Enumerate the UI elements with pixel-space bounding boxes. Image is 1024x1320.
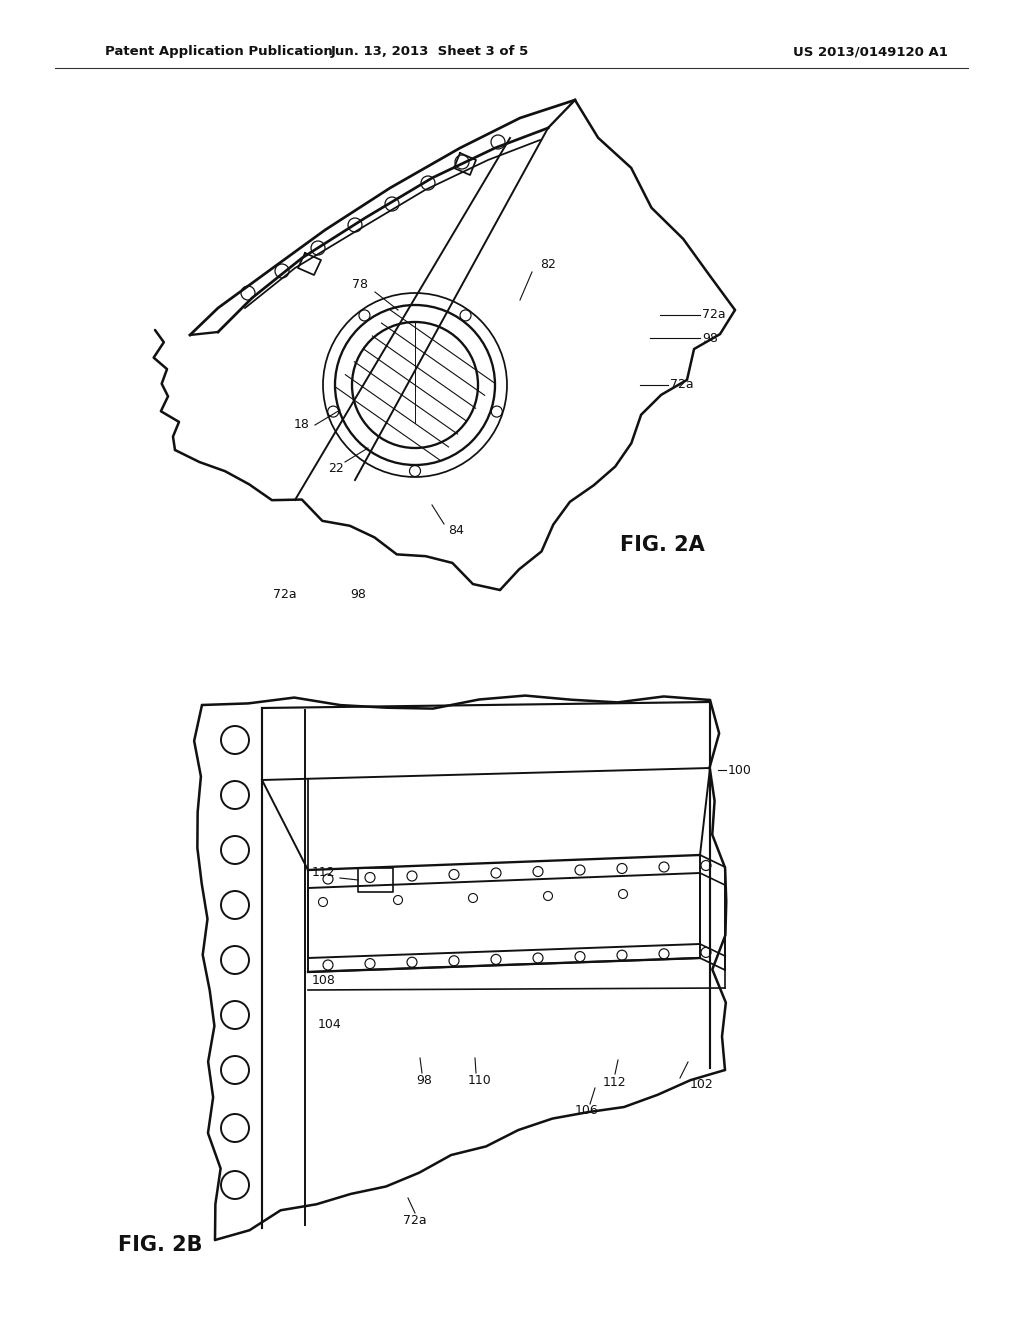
Text: 104: 104 xyxy=(318,1019,342,1031)
Text: 72a: 72a xyxy=(273,589,297,602)
Text: US 2013/0149120 A1: US 2013/0149120 A1 xyxy=(793,45,947,58)
Text: 108: 108 xyxy=(312,974,336,986)
Text: 98: 98 xyxy=(702,331,718,345)
Text: 22: 22 xyxy=(328,462,344,474)
Text: Patent Application Publication: Patent Application Publication xyxy=(105,45,333,58)
Text: 82: 82 xyxy=(540,259,556,272)
Text: 72a: 72a xyxy=(670,379,693,392)
Text: 18: 18 xyxy=(294,418,310,432)
Text: FIG. 2A: FIG. 2A xyxy=(620,535,705,554)
Text: 98: 98 xyxy=(350,589,366,602)
Text: 106: 106 xyxy=(575,1104,599,1117)
Text: 100: 100 xyxy=(728,763,752,776)
Text: Jun. 13, 2013  Sheet 3 of 5: Jun. 13, 2013 Sheet 3 of 5 xyxy=(331,45,529,58)
Text: 102: 102 xyxy=(690,1078,714,1092)
Text: FIG. 2B: FIG. 2B xyxy=(118,1236,203,1255)
Text: 84: 84 xyxy=(449,524,464,536)
Text: 98: 98 xyxy=(416,1073,432,1086)
Text: 110: 110 xyxy=(468,1073,492,1086)
Text: 72a: 72a xyxy=(403,1213,427,1226)
Text: 112: 112 xyxy=(603,1076,627,1089)
Text: 72a: 72a xyxy=(702,309,726,322)
Text: 78: 78 xyxy=(352,279,368,292)
Text: 112: 112 xyxy=(312,866,336,879)
